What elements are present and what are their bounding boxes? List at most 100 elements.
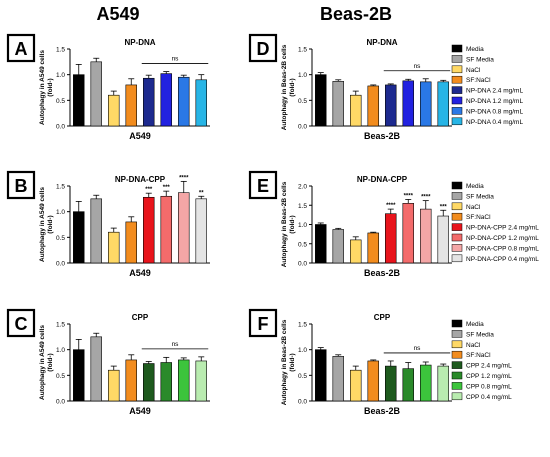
legend-swatch [451, 340, 463, 349]
bar [315, 224, 327, 264]
x-axis-label: A549 [129, 406, 151, 416]
bar [195, 198, 207, 264]
y-tick-label: 0.0 [56, 399, 65, 406]
y-tick-label: 1.0 [56, 347, 65, 354]
legend-swatch [451, 86, 463, 94]
legend-label: Media [466, 46, 484, 53]
bar [73, 349, 85, 402]
bar [178, 76, 190, 127]
bar [385, 84, 397, 127]
legend-swatch [451, 75, 463, 84]
bar [160, 362, 172, 402]
column-title-beas2b: Beas-2B [320, 4, 392, 24]
significance-label: *** [163, 185, 171, 191]
legend-swatch [451, 202, 463, 211]
panel-letter-box [248, 308, 278, 338]
y-tick-label: 1.5 [56, 322, 65, 329]
legend-swatch [451, 65, 463, 74]
legend-label: NP-DNA 0.4 mg/mL [466, 119, 523, 126]
legend-swatch [451, 212, 463, 221]
y-tick-label: 0.0 [298, 124, 307, 131]
y-axis-label: Autophagy in A549 cells(fold-) [39, 50, 54, 125]
bar [125, 359, 137, 402]
x-axis-label: Beas-2B [364, 268, 401, 278]
legend-swatch [451, 117, 463, 126]
legend-swatch [451, 254, 463, 263]
y-tick-label: 0.0 [56, 124, 65, 131]
bar [143, 196, 155, 264]
significance-label: ** [199, 190, 204, 196]
legend-label: NP-DNA-CPP 0.4 mg/mL [466, 256, 539, 263]
panel-letter-box [248, 170, 278, 200]
y-tick-label: 0.0 [298, 261, 307, 268]
bar [90, 198, 102, 264]
bar [402, 368, 414, 402]
panel-letter: E [257, 176, 269, 196]
bar [350, 369, 362, 402]
y-tick-label: 1.5 [298, 322, 307, 329]
panel-letter: A [15, 39, 28, 59]
legend-label: SF:NaCl [466, 214, 491, 221]
bar [437, 215, 449, 264]
bar [125, 221, 137, 264]
bar [178, 192, 190, 264]
bar [437, 81, 449, 127]
legend-swatch [451, 233, 463, 242]
panel-title: NP-DNA [124, 38, 155, 47]
bar [108, 94, 120, 127]
legend-label: NaCl [466, 67, 481, 74]
legend-label: CPP 0.8 mg/mL [466, 383, 512, 390]
bar [108, 231, 120, 264]
legend-label: SF Media [466, 331, 494, 338]
bar [108, 369, 120, 402]
legend-label: SF:NaCl [466, 77, 491, 84]
panel-title: NP-DNA [366, 38, 397, 47]
panel-letter: F [258, 314, 269, 334]
bar [90, 336, 102, 402]
y-tick-label: 0.5 [56, 373, 65, 380]
legend-swatch [451, 192, 463, 200]
ns-label: ns [172, 341, 180, 348]
y-tick-label: 0.0 [298, 399, 307, 406]
bar [420, 81, 432, 127]
legend-label: NP-DNA-CPP 0.8 mg/mL [466, 245, 539, 252]
legend-swatch [451, 319, 463, 328]
bar [437, 365, 449, 402]
y-tick-label: 1.5 [56, 47, 65, 54]
significance-label: **** [421, 195, 431, 201]
x-axis-label: Beas-2B [364, 131, 401, 141]
bar [420, 208, 432, 264]
bar [125, 84, 137, 127]
y-axis-label: Autophagy in Beas-2B cells(fold-) [281, 181, 296, 267]
bar [385, 365, 397, 402]
bar [332, 229, 344, 264]
y-tick-label: 0.5 [56, 235, 65, 242]
bar [367, 360, 379, 402]
legend-swatch [451, 96, 463, 105]
y-tick-label: 1.0 [56, 72, 65, 79]
panel-title: NP-DNA-CPP [357, 175, 408, 184]
bar [420, 364, 432, 402]
y-tick-label: 0.5 [298, 373, 307, 380]
bar [350, 239, 362, 264]
legend-swatch [451, 361, 463, 369]
legend-swatch [451, 371, 463, 380]
bar [402, 203, 414, 264]
y-tick-label: 2.0 [298, 184, 307, 191]
legend-label: Media [466, 183, 484, 190]
legend: Media SF Media NaCl SF:NaCl NP-DNA-CPP 2.4 m… [451, 181, 539, 263]
legend-label: SF Media [466, 56, 494, 63]
y-axis-label: Autophagy in A549 cells(fold-) [39, 325, 54, 400]
significance-label: **** [404, 193, 414, 199]
legend-swatch [451, 44, 463, 53]
y-tick-label: 1.5 [298, 203, 307, 210]
y-tick-label: 1.0 [298, 72, 307, 79]
panel-title: CPP [132, 313, 149, 322]
panel-letter: D [257, 39, 270, 59]
y-tick-label: 1.5 [56, 184, 65, 191]
bar [367, 232, 379, 264]
